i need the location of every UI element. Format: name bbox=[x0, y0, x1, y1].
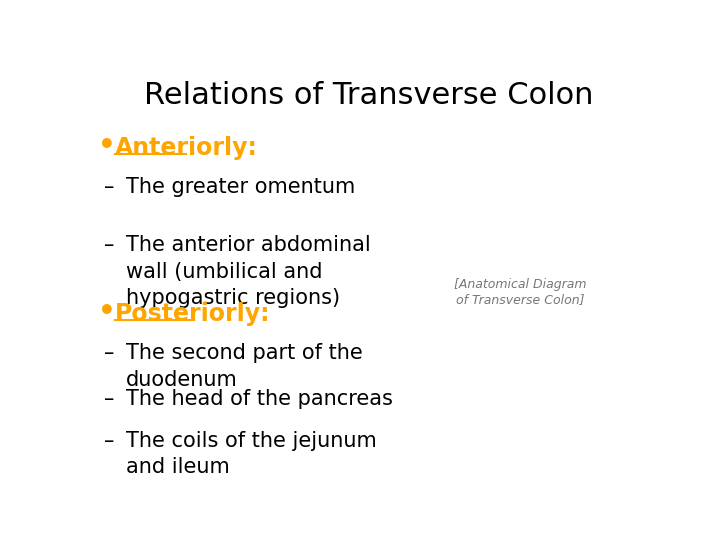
Text: [Anatomical Diagram
of Transverse Colon]: [Anatomical Diagram of Transverse Colon] bbox=[454, 278, 587, 306]
Text: –: – bbox=[104, 389, 114, 409]
Text: Posteriorly:: Posteriorly: bbox=[115, 302, 271, 326]
Text: –: – bbox=[104, 235, 114, 255]
Text: Anteriorly:: Anteriorly: bbox=[115, 136, 258, 160]
Text: The anterior abdominal
wall (umbilical and
hypogastric regions): The anterior abdominal wall (umbilical a… bbox=[126, 235, 371, 308]
Text: –: – bbox=[104, 431, 114, 451]
Text: •: • bbox=[99, 132, 116, 160]
Text: –: – bbox=[104, 177, 114, 197]
Text: Relations of Transverse Colon: Relations of Transverse Colon bbox=[144, 82, 594, 111]
Text: The second part of the
duodenum: The second part of the duodenum bbox=[126, 343, 363, 390]
Text: •: • bbox=[99, 298, 116, 326]
Text: The head of the pancreas: The head of the pancreas bbox=[126, 389, 393, 409]
Text: The coils of the jejunum
and ileum: The coils of the jejunum and ileum bbox=[126, 431, 377, 477]
Text: –: – bbox=[104, 343, 114, 363]
Text: The greater omentum: The greater omentum bbox=[126, 177, 356, 197]
